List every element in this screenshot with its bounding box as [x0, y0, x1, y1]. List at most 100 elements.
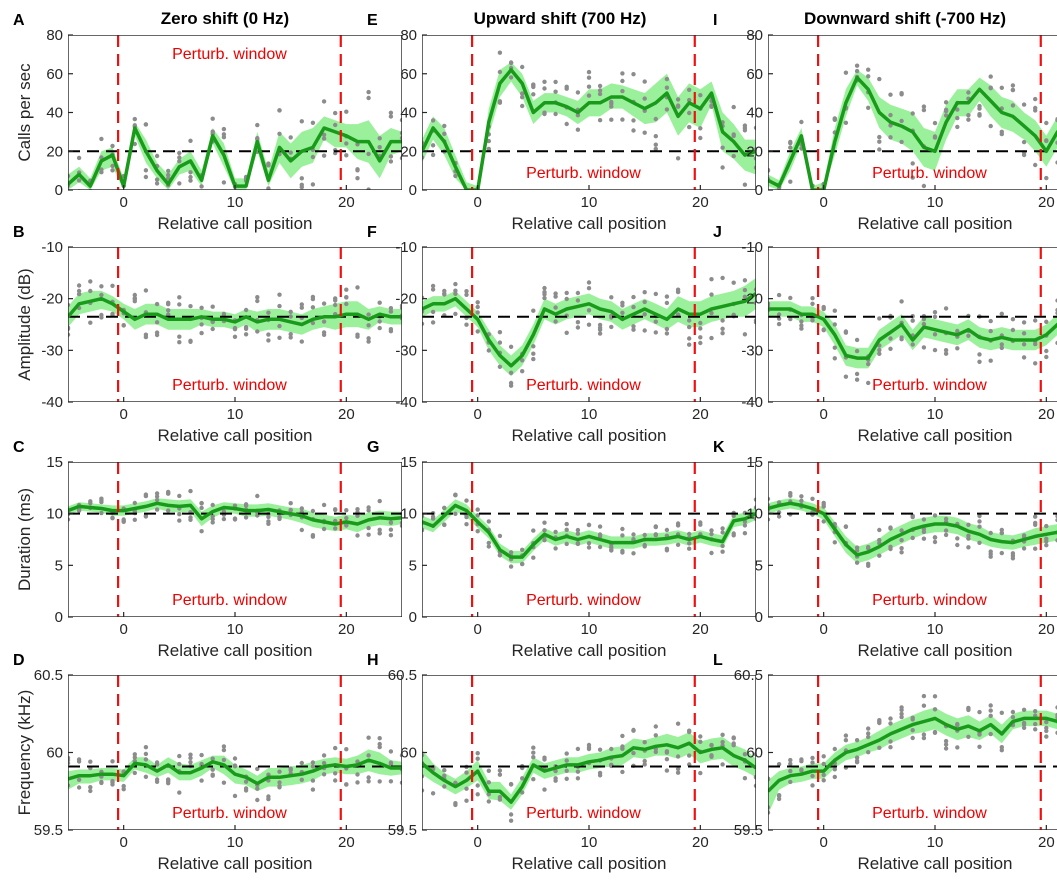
- data-point: [310, 508, 316, 514]
- data-point: [854, 63, 860, 68]
- data-point: [597, 747, 603, 752]
- data-point: [542, 538, 547, 543]
- data-point: [497, 340, 503, 345]
- y-tick-label: 59.5: [388, 822, 417, 839]
- data-point: [321, 772, 327, 777]
- data-point: [586, 93, 592, 98]
- data-point: [486, 768, 491, 773]
- data-point: [620, 300, 625, 305]
- y-tick-label: -30: [395, 342, 417, 359]
- data-point: [531, 555, 536, 560]
- data-point: [899, 538, 904, 543]
- data-point: [553, 111, 558, 117]
- data-point: [932, 310, 938, 315]
- data-point: [910, 175, 915, 180]
- data-point: [76, 777, 82, 782]
- data-point: [586, 545, 592, 550]
- data-point: [333, 526, 338, 531]
- data-point: [121, 518, 126, 523]
- data-point: [720, 165, 725, 170]
- data-point: [620, 733, 625, 739]
- data-point: [821, 306, 826, 312]
- mean-line: [422, 292, 756, 368]
- data-point: [388, 309, 394, 314]
- data-point: [333, 778, 338, 783]
- x-tick-label: 10: [227, 834, 244, 851]
- data-point: [564, 527, 569, 532]
- data-point: [453, 511, 458, 516]
- data-point: [266, 310, 271, 315]
- data-point: [377, 498, 382, 504]
- data-point: [464, 522, 469, 527]
- data-point: [553, 305, 558, 310]
- data-point: [188, 178, 193, 183]
- data-point: [575, 320, 581, 325]
- data-point: [910, 715, 915, 720]
- data-point: [575, 541, 581, 547]
- panel-letter: C: [13, 439, 25, 456]
- data-point: [520, 547, 525, 552]
- data-point: [899, 139, 904, 145]
- data-point: [843, 330, 849, 335]
- data-point: [788, 316, 793, 322]
- x-tick-label: 20: [338, 194, 355, 211]
- data-point: [366, 151, 371, 157]
- data-point: [430, 283, 436, 289]
- data-point: [866, 563, 871, 568]
- data-point: [921, 345, 927, 350]
- data-point: [66, 195, 70, 199]
- y-tick-label: 5: [409, 557, 417, 574]
- data-point: [788, 295, 793, 301]
- data-point: [243, 324, 249, 330]
- data-point: [955, 542, 960, 548]
- data-point: [154, 301, 160, 307]
- plot-area: Perturb. window: [422, 462, 756, 617]
- data-point: [243, 502, 249, 507]
- data-point: [811, 189, 814, 190]
- data-point: [199, 184, 204, 189]
- y-tick-label: -10: [395, 239, 417, 256]
- column-title-zero-shift: Zero shift (0 Hz): [161, 9, 289, 28]
- panel-l: Perturb. window 59.5 60 60.5 0 10 20 Relative c…: [713, 652, 1057, 873]
- data-point: [299, 527, 304, 533]
- data-point: [299, 506, 304, 511]
- data-point: [943, 742, 949, 747]
- data-point: [664, 300, 670, 306]
- data-point: [188, 517, 193, 522]
- data-point: [866, 361, 871, 367]
- data-point: [143, 122, 149, 127]
- data-point: [720, 732, 725, 737]
- confidence-band: [768, 707, 1057, 815]
- y-tick-label: -40: [741, 394, 763, 411]
- data-point: [687, 124, 692, 130]
- data-point: [508, 60, 514, 66]
- mean-line: [68, 296, 402, 327]
- data-point: [877, 139, 882, 144]
- y-tick-label: -20: [741, 291, 763, 308]
- data-point: [199, 330, 204, 336]
- data-point: [344, 141, 349, 146]
- data-point: [799, 768, 804, 773]
- data-point: [843, 733, 849, 738]
- data-point: [166, 168, 171, 174]
- data-point: [675, 770, 681, 775]
- y-tick-label: 15: [746, 454, 763, 471]
- data-point: [288, 314, 293, 319]
- data-point: [586, 84, 592, 89]
- data-point: [899, 714, 904, 720]
- data-point: [288, 309, 293, 314]
- panel-grid: Perturb. window 0 20 40 60 80 0 10 20 Relative ca…: [13, 12, 1057, 873]
- data-point: [575, 527, 581, 533]
- data-point: [821, 519, 826, 524]
- data-point: [366, 775, 371, 780]
- plot-area: Perturb. window: [768, 247, 1057, 402]
- data-point: [631, 327, 636, 332]
- data-point: [553, 546, 558, 551]
- data-point: [210, 516, 215, 522]
- data-point: [653, 749, 658, 755]
- x-axis-label: Relative call position: [858, 854, 1013, 873]
- data-point: [288, 501, 293, 506]
- data-point: [810, 783, 815, 788]
- data-point: [921, 693, 927, 699]
- y-tick-label: 80: [400, 27, 417, 44]
